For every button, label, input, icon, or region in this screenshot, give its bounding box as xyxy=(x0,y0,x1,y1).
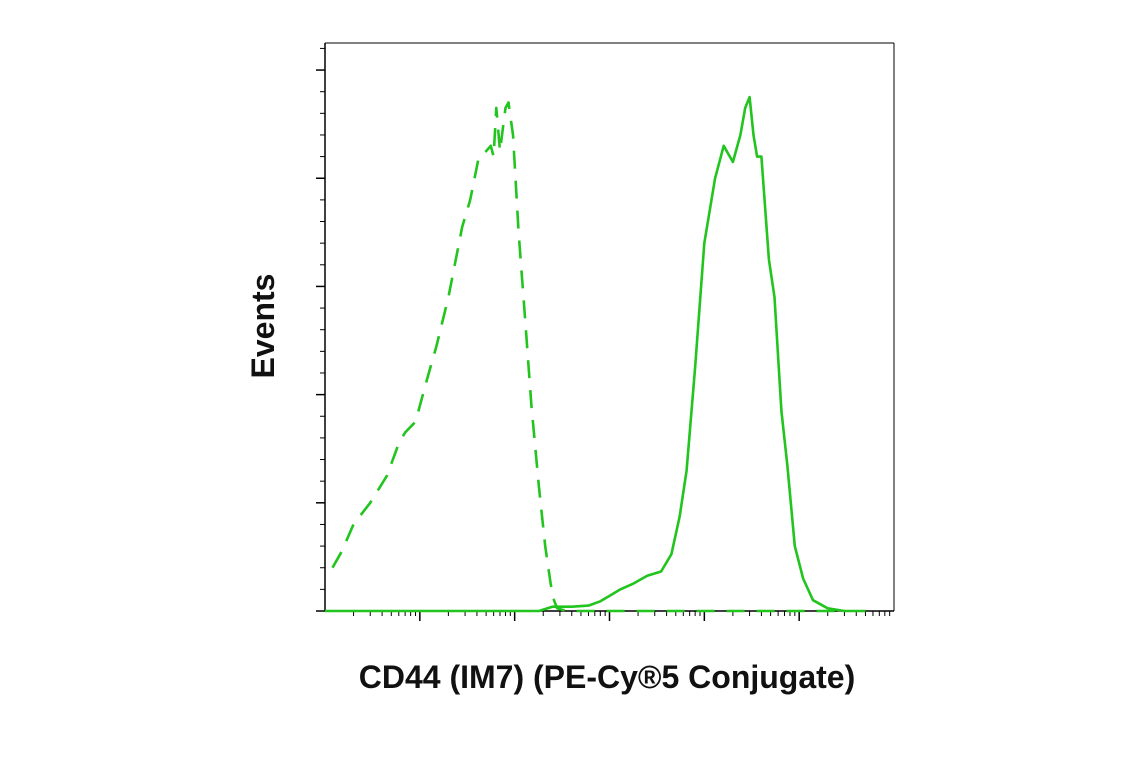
series-layer xyxy=(325,95,866,613)
plot-frame xyxy=(324,42,895,612)
x-axis-ticks xyxy=(353,611,891,621)
series-line-solid xyxy=(325,95,866,613)
x-axis-title: CD44 (IM7) (PE-Cy®5 Conjugate) xyxy=(359,659,856,695)
y-axis-ticks xyxy=(316,47,325,612)
series-line-dashed xyxy=(331,101,845,613)
y-axis-title: Events xyxy=(245,274,281,379)
